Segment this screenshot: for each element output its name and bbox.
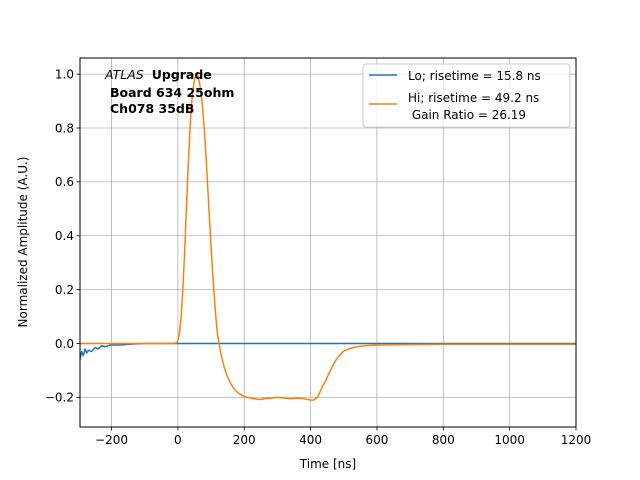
legend-label-lo: Lo; risetime = 15.8 ns — [408, 69, 541, 83]
legend-label-hi-gain: Gain Ratio = 26.19 — [408, 108, 526, 122]
x-tick-label: 200 — [233, 433, 256, 447]
x-tick-label: 400 — [299, 433, 322, 447]
x-tick-label: 600 — [365, 433, 388, 447]
atlas-annotation: ATLAS Upgrade Board 634 25ohm Ch078 35dB — [104, 67, 234, 116]
legend-box — [362, 63, 571, 128]
y-axis-label: Normalized Amplitude (A.U.) — [16, 157, 30, 328]
annotation-bold: Upgrade — [152, 67, 212, 82]
x-tick-label: 800 — [432, 433, 455, 447]
y-axis: −0.2 0.0 0.2 0.4 0.6 0.8 1.0 — [45, 67, 80, 405]
x-tick-label: −200 — [95, 433, 128, 447]
annotation-channel: Ch078 35dB — [110, 101, 194, 116]
y-tick-label: 0.4 — [55, 229, 74, 243]
x-tick-label: 1000 — [494, 433, 525, 447]
series-line-hi — [80, 73, 576, 401]
legend-label-hi: Hi; risetime = 49.2 ns — [408, 91, 539, 105]
y-tick-label: 1.0 — [55, 67, 74, 81]
legend: Lo; risetime = 15.8 ns Hi; risetime = 49… — [362, 63, 571, 128]
annotation-italic: ATLAS — [104, 67, 144, 82]
x-tick-label: 1200 — [561, 433, 592, 447]
x-axis: −200 0 200 400 600 800 1000 1200 — [95, 427, 591, 447]
series-layer — [80, 73, 576, 401]
y-tick-label: 0.6 — [55, 175, 74, 189]
x-tick-label: 0 — [174, 433, 182, 447]
x-axis-label: Time [ns] — [299, 457, 356, 471]
svg-text:ATLAS Upgrade: ATLAS Upgrade — [104, 67, 212, 82]
y-tick-label: 0.2 — [55, 283, 74, 297]
y-tick-label: 0.0 — [55, 337, 74, 351]
annotation-board: Board 634 25ohm — [110, 85, 234, 100]
y-tick-label: 0.8 — [55, 121, 74, 135]
plot-frame — [79, 57, 577, 428]
y-tick-label: −0.2 — [45, 391, 74, 405]
